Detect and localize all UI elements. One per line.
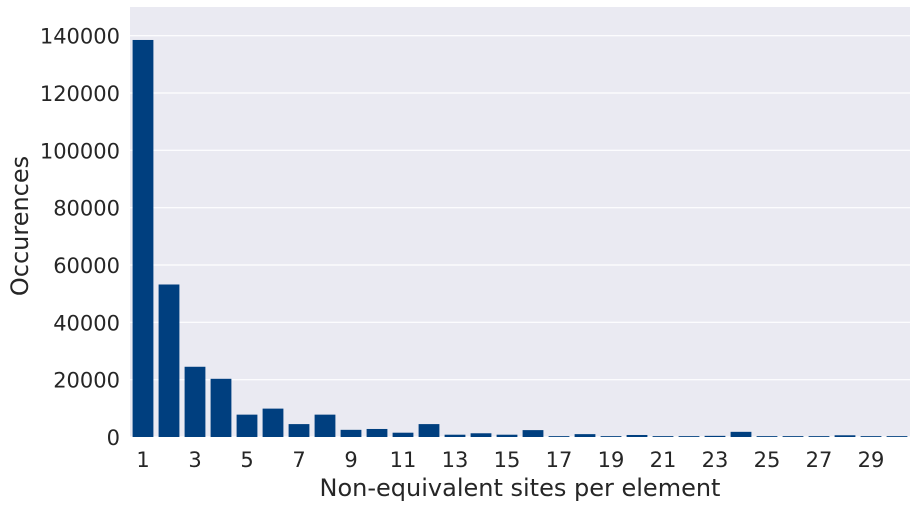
y-axis-label: Occurences	[6, 156, 34, 296]
bar	[158, 284, 180, 437]
bar	[314, 414, 336, 437]
x-tick-label: 29	[858, 448, 885, 472]
bar	[496, 434, 518, 437]
y-tick-label: 120000	[40, 82, 120, 106]
bar	[236, 414, 258, 437]
bar	[418, 424, 440, 437]
x-tick-label: 23	[702, 448, 729, 472]
y-tick-label: 20000	[53, 369, 120, 393]
bar	[860, 436, 882, 437]
y-tick-label: 80000	[53, 197, 120, 221]
bar	[132, 39, 154, 437]
bar	[600, 436, 622, 437]
y-tick-label: 0	[107, 426, 120, 450]
bar	[886, 436, 908, 437]
bar	[730, 431, 752, 437]
bar	[184, 366, 206, 437]
gridlines	[130, 35, 910, 438]
x-axis-ticks: 1 3 5 7 9 11 13 15 17 19 21 23 25 27 29	[136, 448, 884, 472]
bar	[288, 424, 310, 437]
plot-area	[130, 7, 910, 437]
x-tick-label: 11	[390, 448, 417, 472]
bars	[132, 39, 908, 437]
bar	[756, 436, 778, 437]
bar	[210, 378, 232, 437]
bar	[626, 434, 648, 437]
bar	[444, 434, 466, 437]
x-tick-label: 27	[806, 448, 833, 472]
y-tick-label: 60000	[53, 254, 120, 278]
x-tick-label: 5	[240, 448, 253, 472]
x-tick-label: 7	[292, 448, 305, 472]
x-tick-label: 17	[546, 448, 573, 472]
bar	[652, 436, 674, 437]
bar	[340, 429, 362, 437]
y-tick-label: 100000	[40, 139, 120, 163]
bar	[470, 433, 492, 437]
x-tick-label: 13	[442, 448, 469, 472]
x-tick-label: 25	[754, 448, 781, 472]
x-axis-label: Non-equivalent sites per element	[320, 474, 721, 502]
x-tick-label: 1	[136, 448, 149, 472]
x-tick-label: 15	[494, 448, 521, 472]
x-tick-label: 21	[650, 448, 677, 472]
bar	[548, 436, 570, 437]
bar	[574, 434, 596, 437]
bar	[678, 436, 700, 437]
x-tick-label: 19	[598, 448, 625, 472]
x-tick-label: 9	[344, 448, 357, 472]
bar	[262, 408, 284, 437]
y-tick-label: 140000	[40, 25, 120, 49]
x-tick-label: 3	[188, 448, 201, 472]
bar	[808, 436, 830, 437]
bar	[782, 436, 804, 437]
bar	[834, 435, 856, 437]
y-axis-ticks: 0 20000 40000 60000 80000 100000 120000 140000	[40, 25, 120, 450]
bar	[392, 432, 414, 437]
y-tick-label: 40000	[53, 311, 120, 335]
bar	[366, 428, 388, 437]
bar	[522, 430, 544, 437]
bar	[704, 435, 726, 437]
